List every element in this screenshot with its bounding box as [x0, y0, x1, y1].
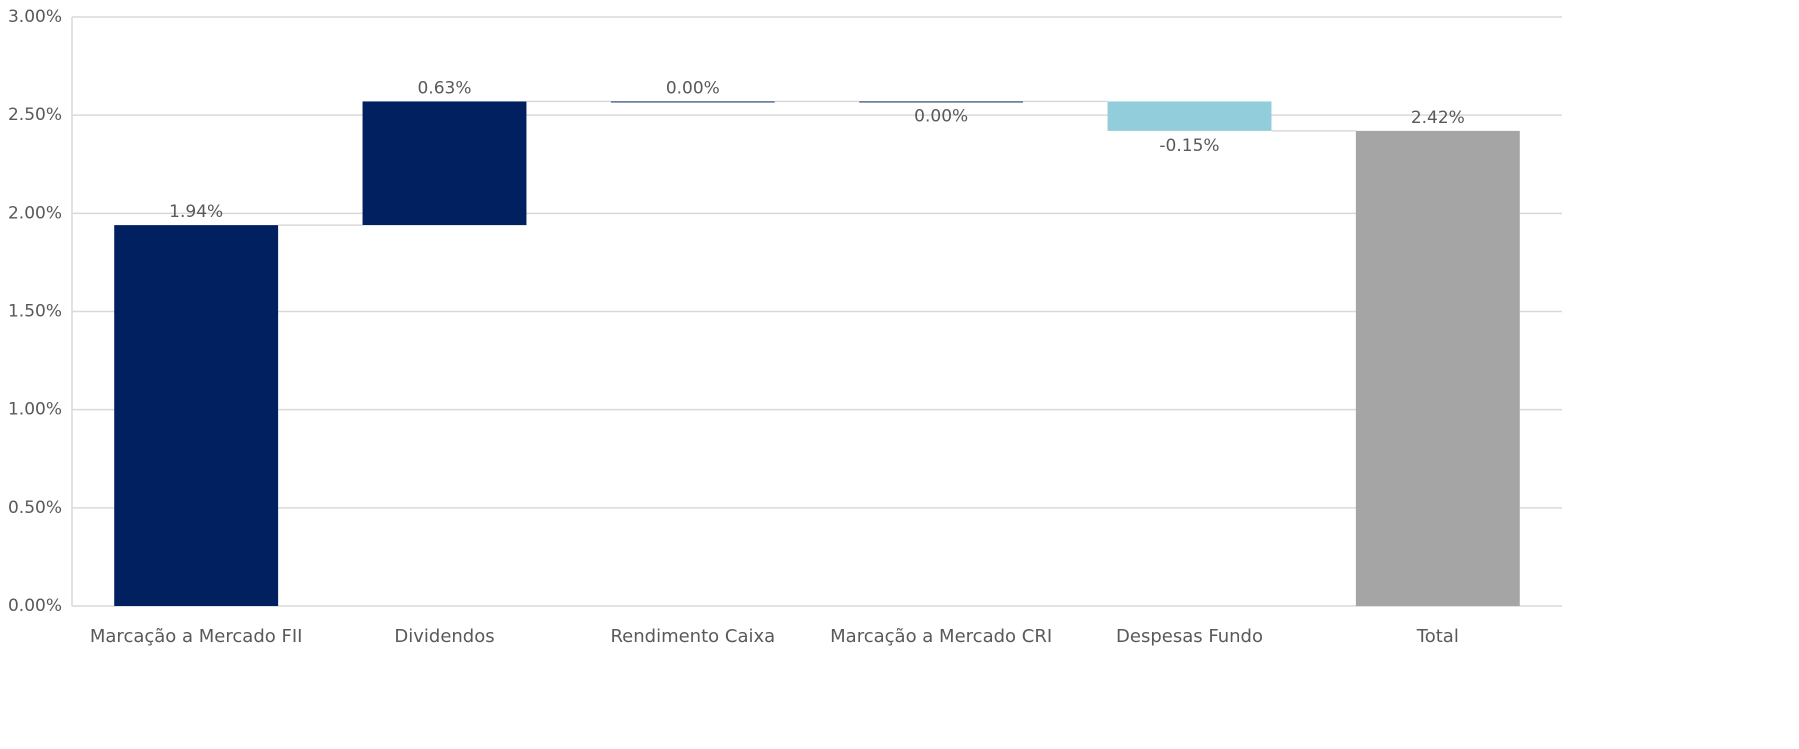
x-tick-label: Total — [1416, 626, 1459, 647]
x-tick-label: Rendimento Caixa — [610, 626, 775, 647]
bar — [610, 101, 775, 103]
x-tick-label: Marcação a Mercado FII — [90, 626, 303, 647]
x-tick-label: Marcação a Mercado CRI — [830, 626, 1052, 647]
value-label: 0.00% — [666, 78, 720, 98]
value-label: 0.00% — [914, 106, 968, 126]
y-tick-label: 0.00% — [8, 596, 62, 616]
y-tick-label: 2.00% — [8, 203, 62, 223]
bar — [362, 101, 527, 226]
value-label: 1.94% — [169, 202, 223, 222]
bar — [1107, 101, 1272, 131]
y-tick-label: 1.50% — [8, 302, 62, 322]
y-tick-label: 1.00% — [8, 400, 62, 420]
y-tick-label: 2.50% — [8, 105, 62, 125]
bar — [859, 101, 1024, 103]
x-tick-label: Dividendos — [394, 626, 494, 647]
value-label: 2.42% — [1411, 108, 1465, 128]
bar — [114, 225, 279, 606]
bar — [1355, 130, 1520, 606]
x-tick-label: Despesas Fundo — [1116, 626, 1263, 647]
value-label: -0.15% — [1159, 136, 1219, 156]
value-label: 0.63% — [417, 78, 471, 98]
y-tick-label: 3.00% — [8, 7, 62, 27]
y-tick-label: 0.50% — [8, 498, 62, 518]
